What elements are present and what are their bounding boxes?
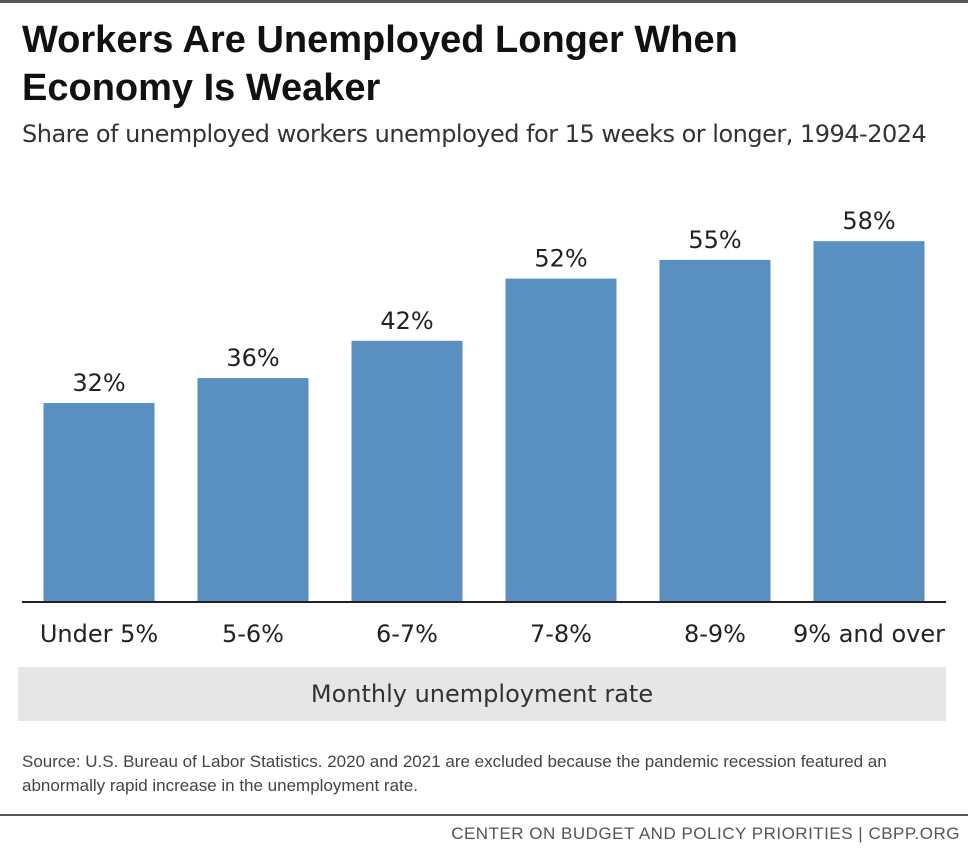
x-tick-label: Under 5% (40, 620, 158, 648)
x-tick-label: 7-8% (530, 620, 592, 648)
x-tick-label: 6-7% (376, 620, 438, 648)
x-tick-label: 9% and over (793, 620, 945, 648)
x-axis-title: Monthly unemployment rate (310, 680, 654, 708)
bar-1 (197, 378, 309, 602)
bar-value-label: 52% (534, 245, 587, 273)
bar-value-label: 32% (72, 369, 125, 397)
chart-subtitle: Share of unemployed workers unemployed f… (22, 120, 927, 148)
top-rule (0, 0, 968, 3)
source-note: Source: U.S. Bureau of Labor Statistics.… (22, 752, 887, 795)
bar-0 (43, 403, 155, 602)
x-tick-label: 8-9% (684, 620, 746, 648)
bar-2 (351, 340, 463, 602)
x-tick-label: 5-6% (222, 620, 284, 648)
bar-4 (659, 259, 771, 602)
bar-3 (505, 278, 617, 602)
chart-title-line: Economy Is Weaker (22, 67, 381, 109)
chart-title-line: Workers Are Unemployed Longer When (22, 19, 738, 61)
x-axis-title-box: Monthly unemployment rate (18, 667, 946, 721)
chart-title: Workers Are Unemployed Longer When Econo… (22, 16, 942, 112)
bar-value-label: 42% (380, 307, 433, 335)
bar-5 (813, 241, 925, 602)
bottom-rule (0, 814, 968, 816)
footer-credit: CENTER ON BUDGET AND POLICY PRIORITIES |… (451, 824, 960, 843)
bar-chart: 32% Under 5% 36% 5-6% 42% 6-7% 52% 7-8% 55% 8-9% 5… (22, 207, 946, 648)
bar-value-label: 55% (688, 226, 741, 254)
bar-value-label: 36% (226, 344, 279, 372)
bar-value-label: 58% (842, 207, 895, 235)
